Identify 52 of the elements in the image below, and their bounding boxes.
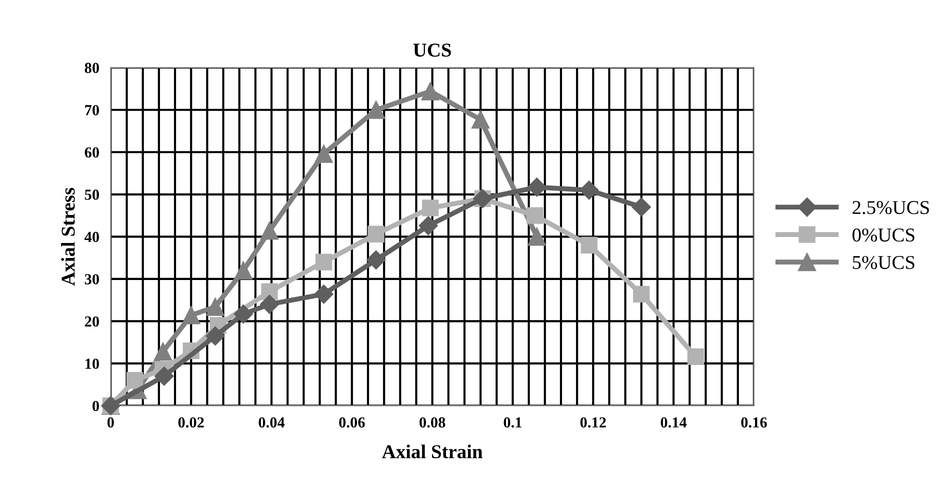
y-tick-label: 0 xyxy=(92,400,99,412)
x-tick-label: 0.12 xyxy=(580,417,606,428)
y-tick-label: 60 xyxy=(84,147,99,158)
point xyxy=(234,304,253,324)
point xyxy=(687,348,704,366)
point xyxy=(527,178,546,197)
x-axis-title: Axial Strain xyxy=(382,444,483,458)
x-tick-label: 0.14 xyxy=(660,417,687,428)
point xyxy=(472,110,490,129)
legend-label: 5%UCS xyxy=(852,256,914,270)
point xyxy=(418,216,438,236)
point xyxy=(315,254,332,270)
point xyxy=(126,372,144,389)
x-tick-label: 0.04 xyxy=(258,417,285,428)
point xyxy=(367,100,386,119)
legend-label: 2.5%UCS xyxy=(852,201,929,214)
x-tick-label: 0.16 xyxy=(741,417,767,428)
point xyxy=(366,250,386,270)
point xyxy=(206,298,224,316)
y-tick-label: 20 xyxy=(84,316,99,327)
point xyxy=(528,228,546,246)
x-tick-label: 0.02 xyxy=(178,417,204,428)
point xyxy=(314,284,334,304)
point xyxy=(314,144,333,163)
point xyxy=(422,200,439,216)
point xyxy=(632,198,651,217)
x-tick-label: 0.06 xyxy=(339,417,365,428)
y-tick-label: 80 xyxy=(84,62,99,74)
y-axis-title: Axial Stress xyxy=(61,188,75,286)
point xyxy=(260,294,280,314)
y-tick-label: 10 xyxy=(86,358,99,369)
point xyxy=(421,82,440,100)
point xyxy=(182,306,200,324)
x-tick-label: 0.1 xyxy=(504,417,522,428)
y-tick-label: 40 xyxy=(84,232,99,242)
point xyxy=(154,342,172,361)
point xyxy=(526,207,544,224)
legend-label: 0%UCS xyxy=(852,228,914,242)
x-tick-label: 0.08 xyxy=(420,417,446,428)
x-tick-label: 0 xyxy=(107,417,114,428)
y-tick-label: 30 xyxy=(84,274,99,284)
point xyxy=(234,261,252,280)
point xyxy=(154,366,174,386)
point xyxy=(206,326,225,346)
y-tick-label: 50 xyxy=(84,190,99,200)
point xyxy=(580,180,599,200)
point xyxy=(260,222,279,240)
point xyxy=(633,286,650,302)
y-tick-label: 70 xyxy=(85,105,99,116)
point xyxy=(580,236,598,254)
point xyxy=(368,226,384,242)
chart-title: UCS xyxy=(413,44,451,57)
